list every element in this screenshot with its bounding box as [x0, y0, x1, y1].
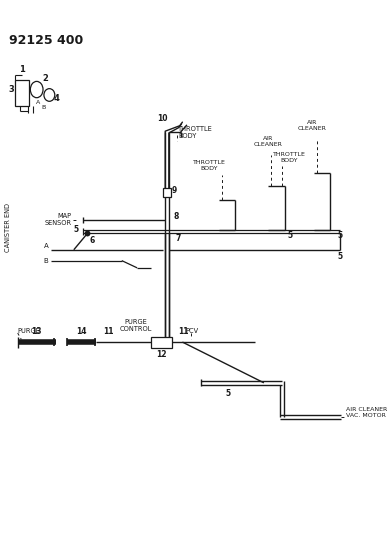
Text: 11: 11 — [103, 327, 114, 336]
Text: 9: 9 — [172, 187, 177, 196]
Text: 5: 5 — [225, 389, 230, 398]
Text: 2: 2 — [43, 74, 49, 83]
Text: AIR
CLEANER: AIR CLEANER — [298, 120, 326, 131]
Text: 4: 4 — [54, 94, 60, 103]
Bar — [163, 188, 171, 197]
Text: 14: 14 — [76, 327, 87, 336]
Text: PURGE
CONTROL: PURGE CONTROL — [119, 319, 152, 332]
Text: B: B — [42, 105, 46, 110]
Text: THROTTLE
BODY: THROTTLE BODY — [178, 126, 213, 139]
Text: 11: 11 — [178, 327, 189, 336]
Text: PURGE: PURGE — [18, 328, 40, 334]
Text: MAP
SENSOR: MAP SENSOR — [45, 213, 72, 227]
Bar — [151, 337, 172, 348]
Text: THROTTLE
BODY: THROTTLE BODY — [193, 160, 226, 171]
Text: 7: 7 — [175, 235, 180, 244]
Text: 8: 8 — [173, 212, 179, 221]
Text: THROTTLE
BODY: THROTTLE BODY — [273, 152, 306, 163]
Text: B: B — [44, 257, 49, 264]
Text: 5: 5 — [337, 253, 342, 262]
Text: 3: 3 — [9, 85, 14, 94]
Text: 5: 5 — [337, 231, 342, 240]
Text: 6: 6 — [89, 236, 95, 245]
Text: 5: 5 — [73, 225, 78, 235]
Text: AIR
CLEANER: AIR CLEANER — [254, 136, 283, 147]
Text: 5: 5 — [287, 231, 293, 240]
Text: 12: 12 — [156, 350, 167, 359]
Text: 10: 10 — [157, 114, 168, 123]
Bar — [15, 80, 30, 106]
Text: 13: 13 — [32, 327, 42, 336]
Text: CANISTER END: CANISTER END — [5, 203, 11, 252]
Text: PCV: PCV — [185, 328, 198, 334]
Text: A: A — [44, 243, 49, 249]
Text: 1: 1 — [19, 65, 25, 74]
Text: A: A — [37, 100, 40, 104]
Text: AIR CLEANER
VAC. MOTOR: AIR CLEANER VAC. MOTOR — [346, 407, 387, 418]
Text: 92125 400: 92125 400 — [9, 34, 83, 47]
